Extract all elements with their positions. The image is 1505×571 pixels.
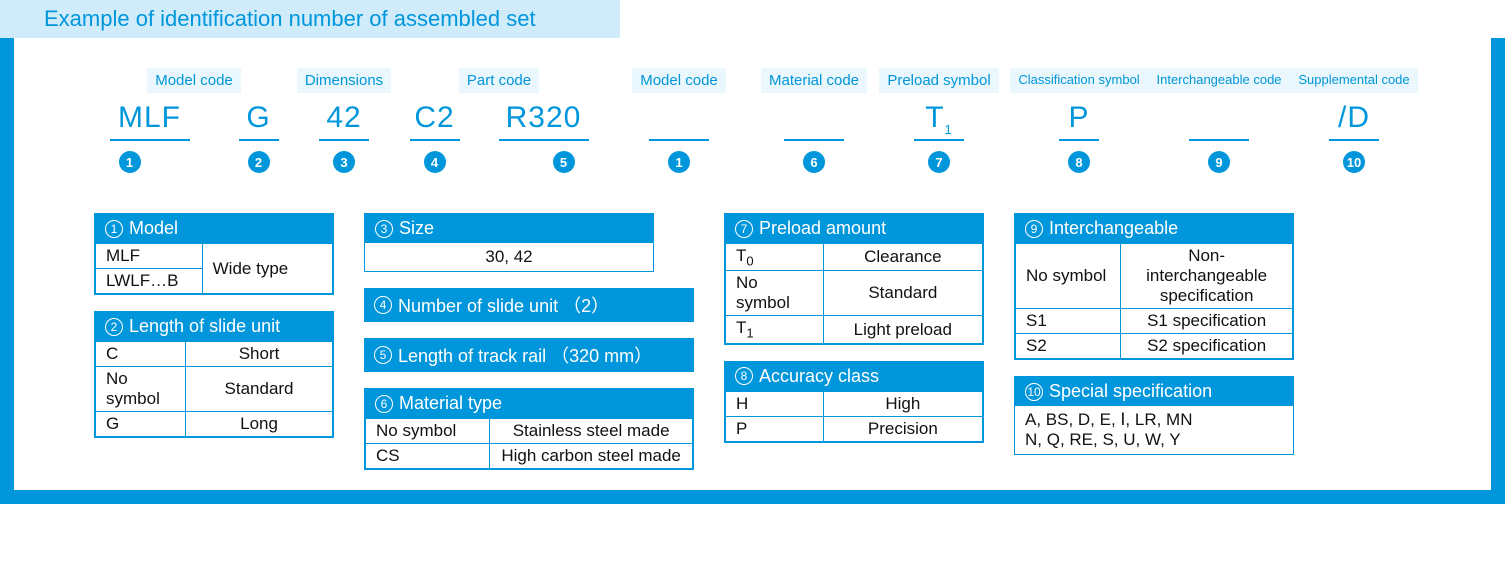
code-value: G (239, 101, 279, 141)
header-label: Model code (632, 68, 726, 93)
box-header: 5Length of track rail （320 mm） (364, 338, 694, 372)
header-labels: Model code Dimensions Part code Model code M… (94, 68, 1461, 93)
header-label: Dimensions (297, 68, 391, 93)
info-box: 2Length of slide unitCShortNo symbolStan… (94, 311, 334, 438)
box-header: 1Model (95, 214, 333, 243)
circle-number: 6 (803, 151, 825, 173)
code-value: T1 (914, 101, 964, 141)
circle-number: 7 (928, 151, 950, 173)
info-box: 3Size30, 42 (364, 213, 654, 272)
circle-number: 1 (668, 151, 690, 173)
info-box: 7Preload amountT0ClearanceNo symbolStand… (724, 213, 984, 345)
tables-col-3: 7Preload amountT0ClearanceNo symbolStand… (724, 213, 984, 443)
code-value: R320 (499, 101, 589, 141)
code-value: . (649, 101, 709, 141)
box-header: 8Accuracy class (725, 362, 983, 391)
circle-number: 3 (333, 151, 355, 173)
code-row: MLF G 42 C2 R320.. T1 P. /D (94, 101, 1461, 141)
section-title: Example of identification number of asse… (0, 0, 620, 38)
header-label: Interchangeable code (1148, 68, 1289, 93)
header-label: Model code (147, 68, 241, 93)
header-label: Material code (761, 68, 867, 93)
box-header: 7Preload amount (725, 214, 983, 243)
code-value: MLF (110, 101, 190, 141)
box-header: 6Material type (365, 389, 693, 418)
box-header: 10Special specification (1015, 377, 1293, 406)
code-value: . (784, 101, 844, 141)
info-box: 9InterchangeableNo symbolNon-interchange… (1014, 213, 1294, 360)
header-label: Preload symbol (879, 68, 998, 93)
circle-number: 2 (248, 151, 270, 173)
info-box: 5Length of track rail （320 mm） (364, 338, 694, 372)
num-row: 1 2 3 4 5 1 6 7 8 9 10 (94, 151, 1461, 173)
circle-number: 1 (119, 151, 141, 173)
circle-number: 5 (553, 151, 575, 173)
box-header: 3Size (365, 214, 653, 243)
info-box: 6Material typeNo symbolStainless steel m… (364, 388, 694, 470)
main-frame: Model code Dimensions Part code Model code M… (0, 38, 1505, 504)
circle-number: 4 (424, 151, 446, 173)
header-label: Classification symbol (1010, 68, 1147, 93)
tables-col-4: 9InterchangeableNo symbolNon-interchange… (1014, 213, 1294, 455)
tables-col-2: 3Size30, 42 4Number of slide unit （2） 5Len… (364, 213, 694, 470)
code-value: /D (1329, 101, 1379, 141)
box-header: 4Number of slide unit （2） (364, 288, 694, 322)
info-box: 4Number of slide unit （2） (364, 288, 694, 322)
code-value: . (1189, 101, 1249, 141)
tables-col-1: 1ModelMLFWide typeLWLF…B 2Length of slide… (94, 213, 334, 438)
info-box: 10Special specificationA, BS, D, E, Ⅰ, L… (1014, 376, 1294, 455)
code-value: C2 (410, 101, 460, 141)
code-value: 42 (319, 101, 369, 141)
info-box: 1ModelMLFWide typeLWLF…B (94, 213, 334, 295)
circle-number: 9 (1208, 151, 1230, 173)
tables-row: 1ModelMLFWide typeLWLF…B 2Length of slide… (94, 213, 1461, 470)
circle-number: 10 (1343, 151, 1365, 173)
header-label: Part code (459, 68, 539, 93)
box-header: 2Length of slide unit (95, 312, 333, 341)
box-header: 9Interchangeable (1015, 214, 1293, 243)
header-label: Supplemental code (1290, 68, 1417, 93)
circle-number: 8 (1068, 151, 1090, 173)
info-box: 8Accuracy classHHighPPrecision (724, 361, 984, 443)
code-value: P (1059, 101, 1099, 141)
